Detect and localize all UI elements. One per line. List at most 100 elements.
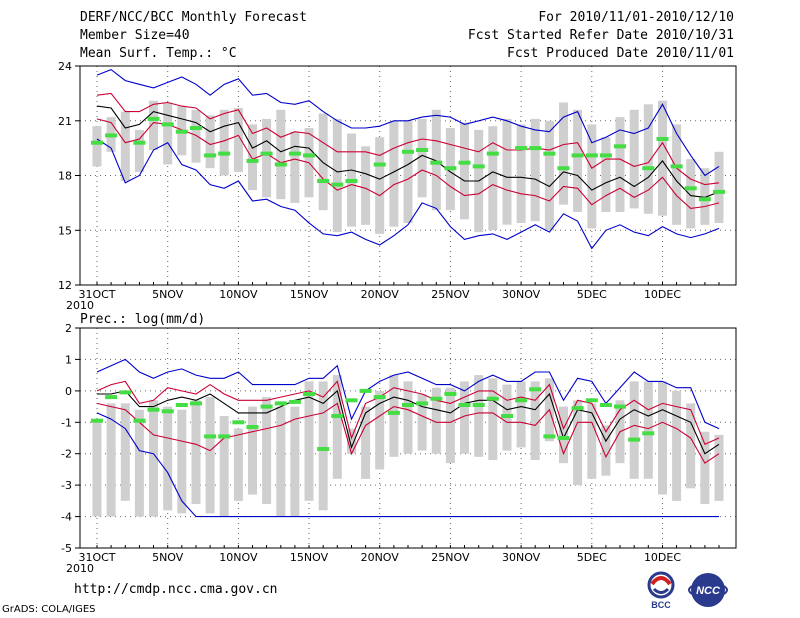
grads-credit: GrADS: COLA/IGES	[2, 604, 96, 615]
prec-ensemble-box	[191, 400, 201, 504]
temp-xtick-label: 5DEC	[577, 288, 607, 301]
prec-ensemble-box	[714, 434, 724, 501]
temp-ensemble-box	[460, 122, 469, 220]
prec-ensemble-box	[248, 406, 257, 495]
prec-ensemble-box	[559, 406, 568, 464]
temp-xtick-label: 20NOV	[361, 288, 400, 301]
prec-ensemble-box	[516, 381, 526, 448]
temp-median-line	[96, 105, 720, 198]
prec-ensemble-box	[672, 390, 682, 501]
prec-p75-line	[96, 380, 720, 446]
prec-xtick-label: 15NOV	[290, 551, 329, 564]
prec-year-label: 2010	[66, 562, 94, 575]
prec-p25-line	[96, 402, 720, 464]
temp-observed-marker	[161, 122, 174, 127]
prec-observed-marker	[260, 404, 273, 409]
temp-ensemble-box	[361, 146, 371, 225]
prec-ensemble-box	[233, 428, 243, 501]
prec-median-line	[97, 389, 720, 455]
temp-observed-marker	[402, 149, 414, 154]
temp-ensemble-box	[714, 151, 724, 223]
temp-ensemble-box	[573, 109, 583, 212]
temp-ensemble-box	[672, 124, 682, 225]
temp-ytick-label: 18	[58, 170, 72, 183]
temp-ensemble-box	[629, 109, 639, 209]
temp-ensemble-box	[191, 109, 201, 163]
prec-xtick-label: 10DEC	[644, 551, 681, 564]
prec-observed-marker	[416, 401, 429, 406]
prec-ensemble-box	[134, 409, 144, 517]
prec-observed-marker	[345, 398, 358, 403]
prec-observed-marker	[133, 418, 146, 423]
temp-xtick-label: 10DEC	[644, 288, 681, 301]
prec-ensemble-box	[92, 419, 102, 517]
prec-ensemble-box	[318, 381, 328, 511]
temp-ensemble-box	[559, 102, 568, 205]
source-url[interactable]: http://cmdp.ncc.cma.gov.cn	[74, 582, 278, 597]
prec-xtick-label: 20NOV	[361, 551, 400, 564]
prec-ensemble-box	[120, 403, 130, 501]
svg-text:BCC: BCC	[651, 600, 671, 610]
temp-ensemble-box	[686, 159, 696, 229]
prec-observed-marker	[458, 403, 471, 407]
prec-ensemble-box	[290, 406, 300, 517]
prec-ensemble-box	[573, 400, 583, 486]
temp-observed-marker	[529, 146, 542, 151]
temp-ensemble-box	[276, 109, 286, 200]
temp-observed-marker	[416, 148, 429, 152]
prec-ensemble-box	[530, 381, 540, 460]
temp-observed-marker	[444, 166, 457, 171]
prec-ensemble-box	[149, 400, 158, 517]
prec-ensemble-box	[658, 381, 667, 495]
temp-ensemble-box	[262, 118, 272, 198]
prec-ensemble-box	[686, 403, 696, 489]
prec-observed-marker	[331, 414, 344, 418]
temp-observed-marker	[91, 140, 103, 145]
prec-observed-marker	[402, 403, 414, 407]
temp-ensemble-box	[205, 115, 215, 169]
temp-xtick-label: 31OCT	[78, 288, 115, 301]
temp-ensemble-box	[417, 118, 427, 198]
prec-observed-marker	[430, 396, 443, 401]
temp-observed-marker	[331, 182, 344, 187]
temp-ensemble-box	[149, 100, 158, 150]
prec-observed-marker	[529, 387, 542, 392]
prec-observed-marker	[274, 401, 287, 406]
temp-observed-marker	[713, 189, 725, 194]
temp-observed-marker	[345, 179, 358, 183]
temp-ensemble-box	[92, 126, 102, 167]
prec-ensemble-box	[205, 397, 215, 514]
prec-xtick-label: 30NOV	[502, 551, 541, 564]
temp-xtick-label: 30NOV	[502, 288, 541, 301]
temp-observed-marker	[585, 153, 598, 158]
temp-observed-marker	[204, 153, 217, 158]
temp-p75-line	[96, 92, 720, 186]
prec-ensemble-box	[445, 387, 455, 464]
temp-observed-marker	[218, 151, 231, 156]
prec-ensemble-box	[163, 406, 173, 511]
temp-observed-marker	[373, 162, 386, 167]
temp-ensemble-box	[134, 129, 144, 172]
temp-observed-marker	[458, 160, 471, 165]
temp-p25-line	[96, 118, 720, 209]
temp-observed-marker	[274, 162, 287, 167]
ncc-logo: NCC	[688, 573, 728, 607]
prec-observed-marker	[515, 398, 528, 403]
prec-ensemble-box	[643, 381, 653, 479]
temp-ensemble-box	[120, 111, 130, 181]
prec-ytick-label: -1	[61, 416, 72, 429]
temp-ensemble-box	[233, 108, 243, 172]
temp-observed-marker	[317, 179, 330, 183]
prec-ensemble-box	[262, 397, 272, 504]
bcc-logo: BCC	[647, 571, 675, 610]
prec-observed-marker	[175, 403, 188, 407]
prec-ensemble-box	[332, 375, 342, 479]
prec-ensemble-box	[403, 381, 413, 454]
temp-ensemble-box	[601, 137, 611, 212]
temp-ensemble-box	[615, 117, 625, 212]
forecast-period: For 2010/11/01-2010/12/10	[538, 10, 734, 25]
prec-observed-marker	[628, 437, 641, 442]
prec-observed-marker	[642, 431, 655, 436]
prec-xtick-label: 5NOV	[152, 551, 184, 564]
